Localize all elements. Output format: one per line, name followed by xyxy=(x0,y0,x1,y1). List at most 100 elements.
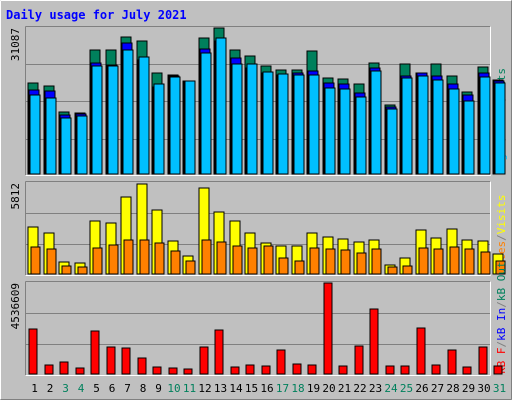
bar-sites-day-26 xyxy=(418,247,429,275)
x-tick-label-day-23: 23 xyxy=(369,382,382,395)
x-tick-label-day-19: 19 xyxy=(307,382,320,395)
bar-pages-day-18 xyxy=(293,74,305,175)
bar-sites-day-22 xyxy=(356,252,367,275)
bar-sites-day-4 xyxy=(77,266,88,275)
bar-kb-f-day-8 xyxy=(137,357,147,375)
bar-sites-day-23 xyxy=(371,248,382,275)
bar-pages-day-28 xyxy=(448,88,460,175)
bar-pages-day-3 xyxy=(60,117,72,175)
x-tick-label-day-5: 5 xyxy=(93,382,100,395)
bar-kb-f-day-22 xyxy=(354,345,364,375)
bar-pages-day-30 xyxy=(479,76,491,175)
bar-kb-f-day-21 xyxy=(338,365,348,375)
y-max-label: 31087 xyxy=(9,28,22,61)
bar-sites-day-11 xyxy=(185,260,196,275)
bar-sites-day-8 xyxy=(139,239,150,275)
bar-sites-day-29 xyxy=(464,248,475,275)
bar-pages-day-12 xyxy=(200,52,212,175)
bar-pages-day-8 xyxy=(138,56,150,175)
bar-sites-day-3 xyxy=(61,265,72,275)
plot-area xyxy=(25,181,491,276)
x-tick-label-day-25: 25 xyxy=(400,382,413,395)
x-tick-label-day-17: 17 xyxy=(276,382,289,395)
x-tick-label-day-31: 31 xyxy=(493,382,506,395)
x-tick-label-day-2: 2 xyxy=(47,382,54,395)
bar-kb-f-day-19 xyxy=(307,364,317,375)
bar-kb-f-day-17 xyxy=(276,349,286,375)
x-tick-label-day-27: 27 xyxy=(431,382,444,395)
x-tick-label-day-7: 7 xyxy=(124,382,131,395)
bar-pages-day-31 xyxy=(494,82,506,175)
bar-pages-day-27 xyxy=(432,79,444,175)
bar-kb-f-day-2 xyxy=(44,364,54,375)
bar-kb-f-day-27 xyxy=(431,364,441,375)
x-tick-label-day-12: 12 xyxy=(198,382,211,395)
bar-pages-day-5 xyxy=(91,65,103,175)
bar-kb-f-day-1 xyxy=(28,328,38,375)
bar-pages-day-4 xyxy=(76,115,88,175)
bar-sites-day-12 xyxy=(201,239,212,275)
legend-item: / xyxy=(495,234,508,241)
x-tick-label-day-28: 28 xyxy=(446,382,459,395)
bar-pages-day-2 xyxy=(45,97,57,175)
bar-kb-f-day-28 xyxy=(447,349,457,375)
chart-panels: 31087Pages/Files/Hits5812Sites/Visits453… xyxy=(9,26,508,376)
legend-item: / xyxy=(495,301,508,308)
bar-sites-day-15 xyxy=(247,247,258,275)
bar-pages-day-25 xyxy=(401,77,413,175)
bar-pages-day-19 xyxy=(308,74,320,175)
x-tick-label-day-16: 16 xyxy=(260,382,273,395)
bar-pages-day-7 xyxy=(122,49,134,175)
x-tick-label-day-30: 30 xyxy=(477,382,490,395)
bar-pages-day-16 xyxy=(262,71,274,175)
bar-kb-f-day-6 xyxy=(106,346,116,375)
bar-pages-day-15 xyxy=(246,63,258,175)
bar-kb-f-day-29 xyxy=(462,366,472,375)
x-tick-label-day-1: 1 xyxy=(31,382,38,395)
x-tick-label-day-20: 20 xyxy=(322,382,335,395)
bar-sites-day-14 xyxy=(232,245,243,275)
x-tick-label-day-11: 11 xyxy=(183,382,196,395)
bar-sites-day-28 xyxy=(449,246,460,275)
bar-kb-f-day-25 xyxy=(400,365,410,375)
panel-kbytes: 4536609 kB F/kB In/kB Out xyxy=(9,261,508,376)
legend-item: kB Out xyxy=(495,261,508,301)
y-max-label: 4536609 xyxy=(9,283,22,329)
bar-kb-f-day-24 xyxy=(385,365,395,375)
bar-kb-f-day-9 xyxy=(152,366,162,375)
bar-sites-day-27 xyxy=(433,248,444,275)
bar-kb-f-day-7 xyxy=(121,347,131,375)
bar-kb-f-day-16 xyxy=(261,365,271,375)
x-tick-label-day-9: 9 xyxy=(155,382,162,395)
bar-kb-f-day-14 xyxy=(230,366,240,375)
bar-sites-day-16 xyxy=(263,245,274,275)
x-tick-label-day-14: 14 xyxy=(229,382,243,395)
bar-kb-f-day-30 xyxy=(478,346,488,375)
bar-pages-day-23 xyxy=(370,70,382,175)
bar-kb-f-day-11 xyxy=(183,368,193,375)
x-tick-label-day-6: 6 xyxy=(109,382,116,395)
bar-kb-f-day-20 xyxy=(323,282,333,375)
bar-kb-f-day-12 xyxy=(199,346,209,375)
bar-kb-f-day-5 xyxy=(90,330,100,375)
x-tick-label-day-15: 15 xyxy=(245,382,258,395)
bar-pages-day-9 xyxy=(153,83,165,175)
chart-title: Daily usage for July 2021 xyxy=(6,8,187,22)
x-tick-label-day-3: 3 xyxy=(62,382,69,395)
legend-label: kB F/kB In/kB Out xyxy=(495,261,508,374)
bar-kb-f-day-4 xyxy=(75,367,85,375)
plot-area xyxy=(25,281,491,376)
bar-kb-f-day-23 xyxy=(369,308,379,375)
bar-sites-day-1 xyxy=(30,246,41,275)
bar-pages-day-10 xyxy=(169,76,181,175)
bar-pages-day-6 xyxy=(107,65,119,175)
bar-sites-day-18 xyxy=(294,260,305,275)
bar-sites-day-19 xyxy=(309,247,320,275)
bar-pages-day-29 xyxy=(463,100,475,175)
x-tick-label-day-24: 24 xyxy=(384,382,398,395)
x-tick-label-day-29: 29 xyxy=(462,382,475,395)
bar-pages-day-22 xyxy=(355,96,367,175)
bar-sites-day-13 xyxy=(216,241,227,275)
panel-visits-sites: 5812Sites/Visits xyxy=(9,181,508,276)
bar-pages-day-24 xyxy=(386,108,398,175)
